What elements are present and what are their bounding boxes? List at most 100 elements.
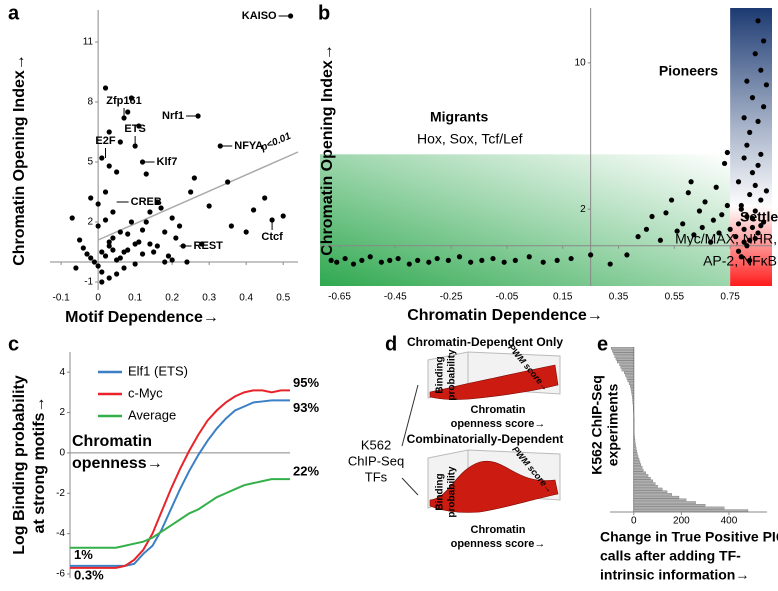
x-tick-label: 0.75 (720, 292, 740, 303)
point (663, 210, 669, 216)
series-line (70, 478, 290, 549)
x-axis-label: Chromatin Dependence→ (407, 307, 603, 324)
point (738, 202, 744, 209)
region-name: Pioneers (659, 63, 718, 79)
point (110, 209, 116, 215)
x-tick-label: 0.4 (239, 293, 253, 304)
point (755, 230, 761, 236)
point (749, 170, 756, 176)
point (395, 255, 401, 262)
bracket (401, 384, 419, 496)
point (755, 18, 761, 24)
point (176, 223, 183, 229)
point (713, 184, 719, 190)
point (143, 171, 149, 177)
x-tick-label: -0.65 (328, 292, 351, 303)
point (121, 265, 127, 271)
point (735, 179, 742, 185)
point (721, 160, 728, 167)
point (699, 224, 705, 231)
point (680, 221, 686, 227)
point (668, 197, 675, 203)
bar (633, 468, 644, 472)
point (128, 219, 135, 225)
point (250, 207, 257, 213)
point (752, 208, 758, 214)
point (262, 195, 268, 201)
bar (630, 385, 634, 388)
x-tick-label: 0.2 (165, 293, 179, 304)
point (117, 255, 123, 261)
point (88, 195, 94, 201)
point (758, 197, 764, 203)
bar (633, 501, 696, 504)
bar (633, 479, 653, 483)
y-tick-label: 2 (580, 204, 586, 215)
point (761, 219, 767, 225)
x-tick-label: 0.35 (609, 292, 629, 303)
point (738, 206, 744, 212)
point (445, 257, 451, 263)
x-axis-label: openness→ (72, 455, 163, 472)
point (136, 123, 142, 129)
x-tick-label: -0.25 (440, 292, 463, 303)
point (359, 257, 365, 263)
point (744, 78, 750, 84)
point (69, 215, 75, 221)
point (173, 235, 179, 241)
point (657, 237, 663, 243)
region (730, 8, 772, 210)
y-tick-label: 8 (88, 97, 94, 108)
point (741, 115, 747, 121)
point (735, 221, 742, 227)
point (367, 254, 373, 260)
point (106, 239, 112, 245)
point (280, 213, 286, 219)
point (755, 162, 761, 168)
point (328, 257, 334, 263)
x-tick-label: -0.45 (384, 292, 407, 303)
point (479, 257, 485, 263)
point (685, 190, 691, 196)
point (106, 275, 112, 281)
bar (633, 485, 658, 488)
x-tick-label: 0.55 (665, 292, 685, 303)
point (387, 257, 393, 263)
bar (633, 466, 643, 469)
point (125, 109, 131, 115)
series-line (70, 389, 290, 569)
y-tick-label: 2 (88, 217, 94, 228)
bar (633, 506, 725, 510)
bar (633, 452, 638, 456)
y-tick-label: -6 (56, 569, 65, 580)
point (106, 243, 112, 249)
bar (613, 352, 634, 356)
point (99, 279, 105, 285)
point (114, 169, 120, 175)
bar (633, 447, 637, 450)
annotation: 0.3% (74, 567, 104, 582)
x-tick-label: 200 (673, 516, 690, 527)
point (733, 234, 739, 240)
region-members: AP-2, NFκB (703, 253, 777, 269)
bar (631, 390, 634, 393)
point (132, 241, 138, 247)
bar (632, 403, 634, 407)
bar (612, 349, 634, 353)
bar (633, 455, 639, 458)
point (588, 252, 594, 258)
bar (626, 376, 634, 380)
annotation: Klf7 (157, 156, 178, 168)
point (490, 255, 496, 262)
bar (633, 487, 663, 491)
point (702, 199, 708, 205)
axis-label: openness score→ (451, 538, 546, 550)
point (99, 269, 105, 275)
point (154, 243, 160, 249)
x-tick-label: 0 (95, 293, 101, 304)
bar (633, 433, 635, 437)
bar (627, 379, 634, 383)
x-tick-label: -0.05 (496, 292, 519, 303)
point (117, 229, 123, 235)
point (139, 251, 146, 257)
